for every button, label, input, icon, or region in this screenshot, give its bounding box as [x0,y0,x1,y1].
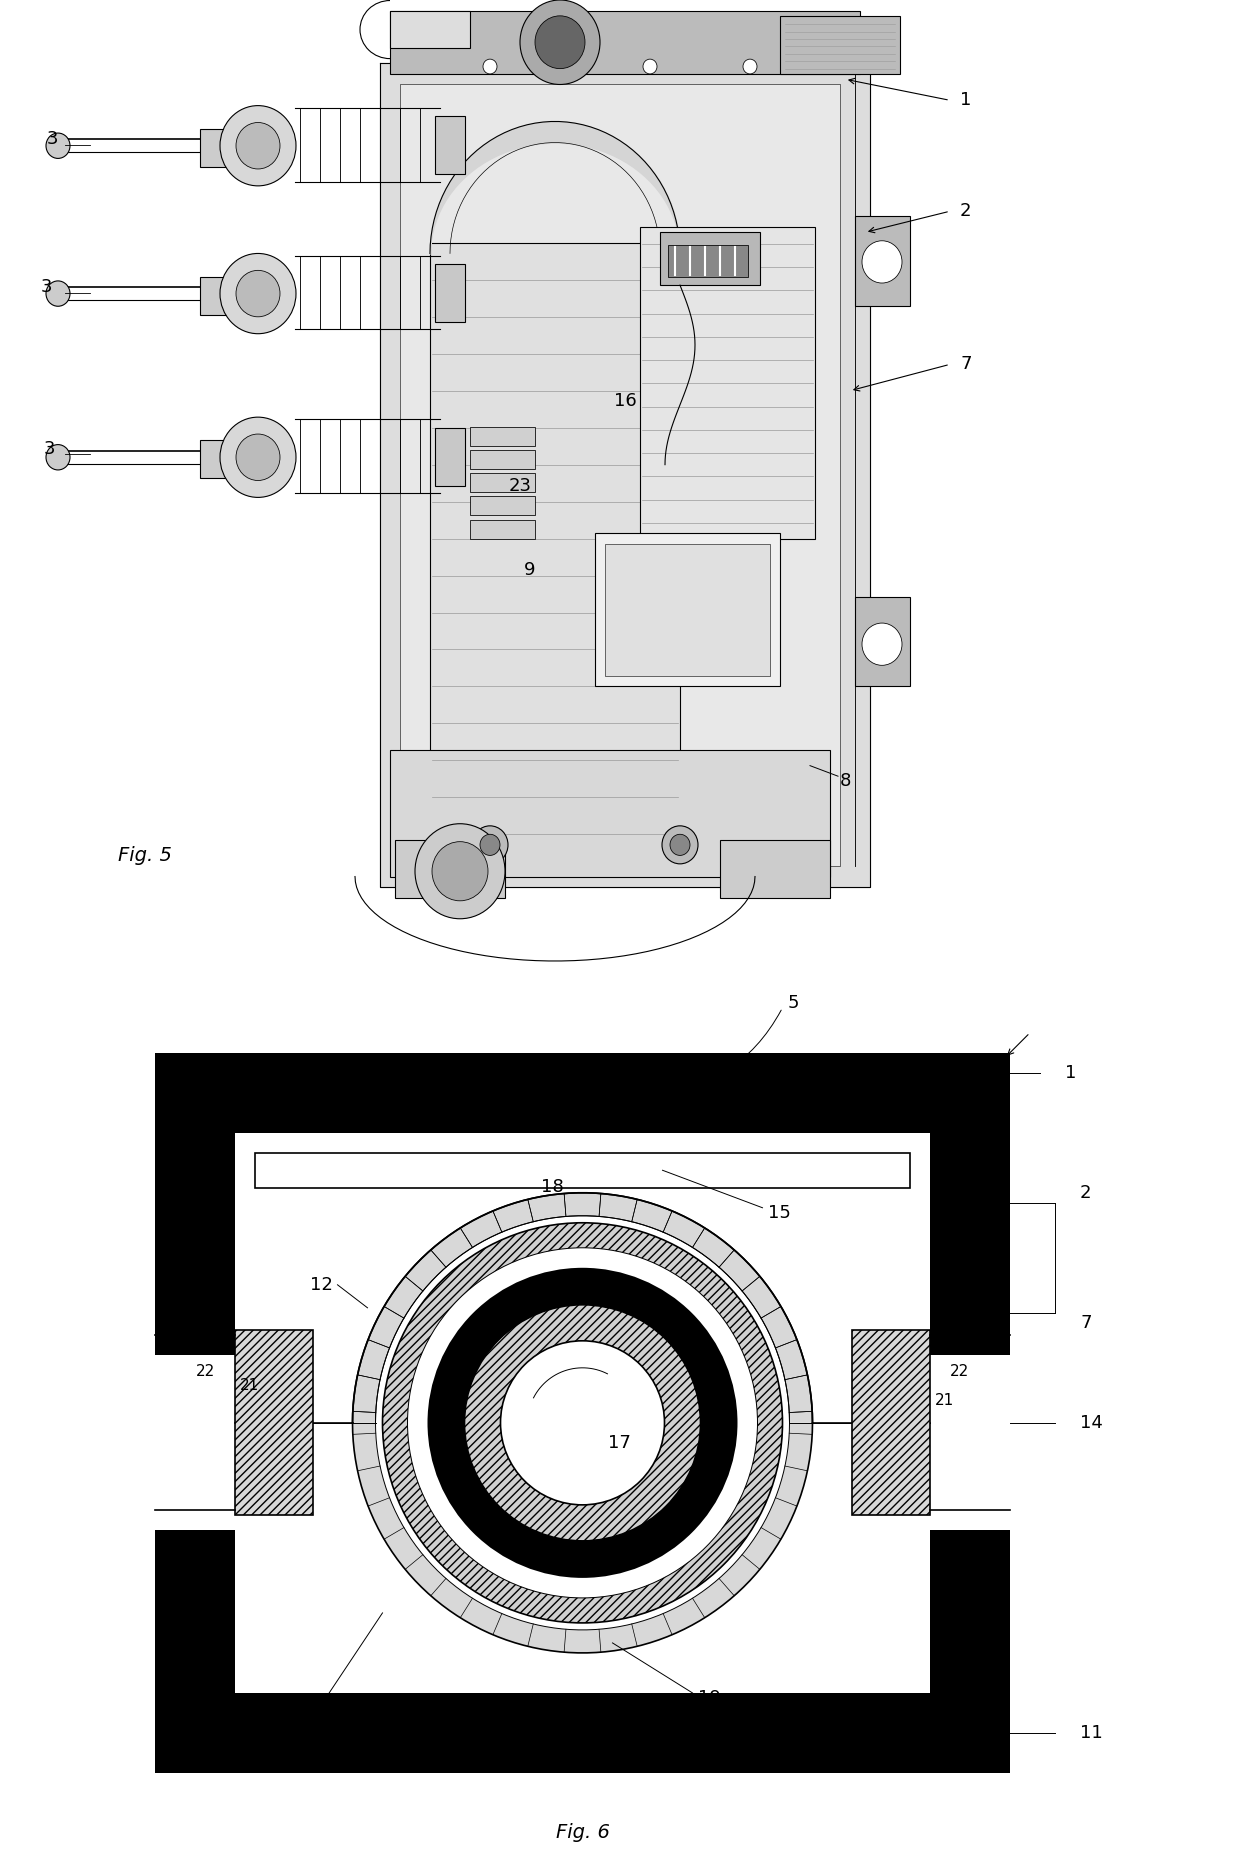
Circle shape [480,833,500,856]
Bar [155,1693,1011,1774]
Text: 2: 2 [1080,1184,1091,1202]
Text: 3: 3 [43,440,55,457]
Text: 14: 14 [1080,1414,1102,1431]
Bar [435,116,465,174]
Circle shape [465,1305,701,1541]
Circle shape [534,15,585,69]
Text: 18: 18 [541,1178,564,1195]
Bar [470,519,534,539]
Text: 7: 7 [1080,1313,1091,1332]
Bar [852,1330,930,1515]
Circle shape [219,253,296,333]
Bar [856,597,910,686]
Bar [595,534,780,686]
Text: Fig. 6: Fig. 6 [556,1824,609,1843]
Bar [396,839,505,897]
Circle shape [862,624,901,665]
Bar [430,243,680,856]
Circle shape [236,270,280,317]
Bar [930,1356,1011,1530]
Bar [155,1053,236,1774]
Polygon shape [352,1423,812,1652]
Text: 9: 9 [525,562,536,579]
Text: 3: 3 [41,279,52,296]
Text: 22: 22 [950,1364,970,1379]
Bar [668,245,748,277]
Text: 1: 1 [1065,1064,1076,1083]
Circle shape [219,418,296,498]
Bar [200,129,236,167]
Polygon shape [352,1193,812,1423]
Bar [236,1133,930,1693]
Circle shape [484,60,497,73]
Text: 5: 5 [787,995,799,1011]
Circle shape [501,1341,665,1504]
Text: 20: 20 [295,1703,317,1719]
Bar [155,1053,1011,1133]
Circle shape [408,1247,758,1598]
Bar [200,440,236,478]
Circle shape [662,826,698,863]
Bar [435,264,465,322]
Text: 15: 15 [768,1204,790,1221]
Bar [780,15,900,73]
Circle shape [236,435,280,481]
Circle shape [236,122,280,169]
Circle shape [520,0,600,84]
Text: Fig. 5: Fig. 5 [118,847,172,865]
Bar [640,227,815,539]
Circle shape [382,1223,782,1622]
Circle shape [670,833,689,856]
Text: 8: 8 [839,772,852,790]
Bar [200,277,236,315]
Text: 2: 2 [960,202,971,221]
Polygon shape [379,64,870,888]
Text: 23: 23 [508,478,532,494]
Bar [605,543,770,676]
Text: 21: 21 [935,1394,955,1408]
Bar [435,427,465,485]
Circle shape [428,1268,738,1577]
Circle shape [644,60,657,73]
Text: 3: 3 [47,131,58,148]
Circle shape [472,826,508,863]
Bar [391,11,861,73]
Bar [401,84,839,865]
Bar [470,427,534,446]
Text: 11: 11 [1080,1723,1102,1742]
Text: 21: 21 [241,1379,259,1394]
Text: 22: 22 [196,1364,215,1379]
Text: 12: 12 [310,1276,332,1294]
Text: 1: 1 [960,92,971,109]
Bar [155,1356,236,1530]
Bar [470,474,534,493]
Circle shape [415,824,505,920]
Circle shape [46,444,69,470]
Bar [391,749,830,877]
Bar [470,450,534,468]
Text: 7: 7 [960,356,971,373]
Bar [856,217,910,307]
Bar [236,1330,312,1515]
Bar [930,1053,1011,1774]
Bar [391,11,470,47]
Bar [255,1152,910,1187]
Text: 17: 17 [608,1435,630,1452]
Circle shape [219,105,296,185]
Circle shape [743,60,756,73]
Circle shape [432,841,489,901]
Circle shape [46,133,69,159]
Circle shape [862,242,901,283]
Text: 19: 19 [697,1689,720,1706]
Circle shape [46,281,69,307]
Bar [470,496,534,515]
Bar [720,839,830,897]
Bar [660,232,760,285]
Text: 16: 16 [614,391,636,410]
